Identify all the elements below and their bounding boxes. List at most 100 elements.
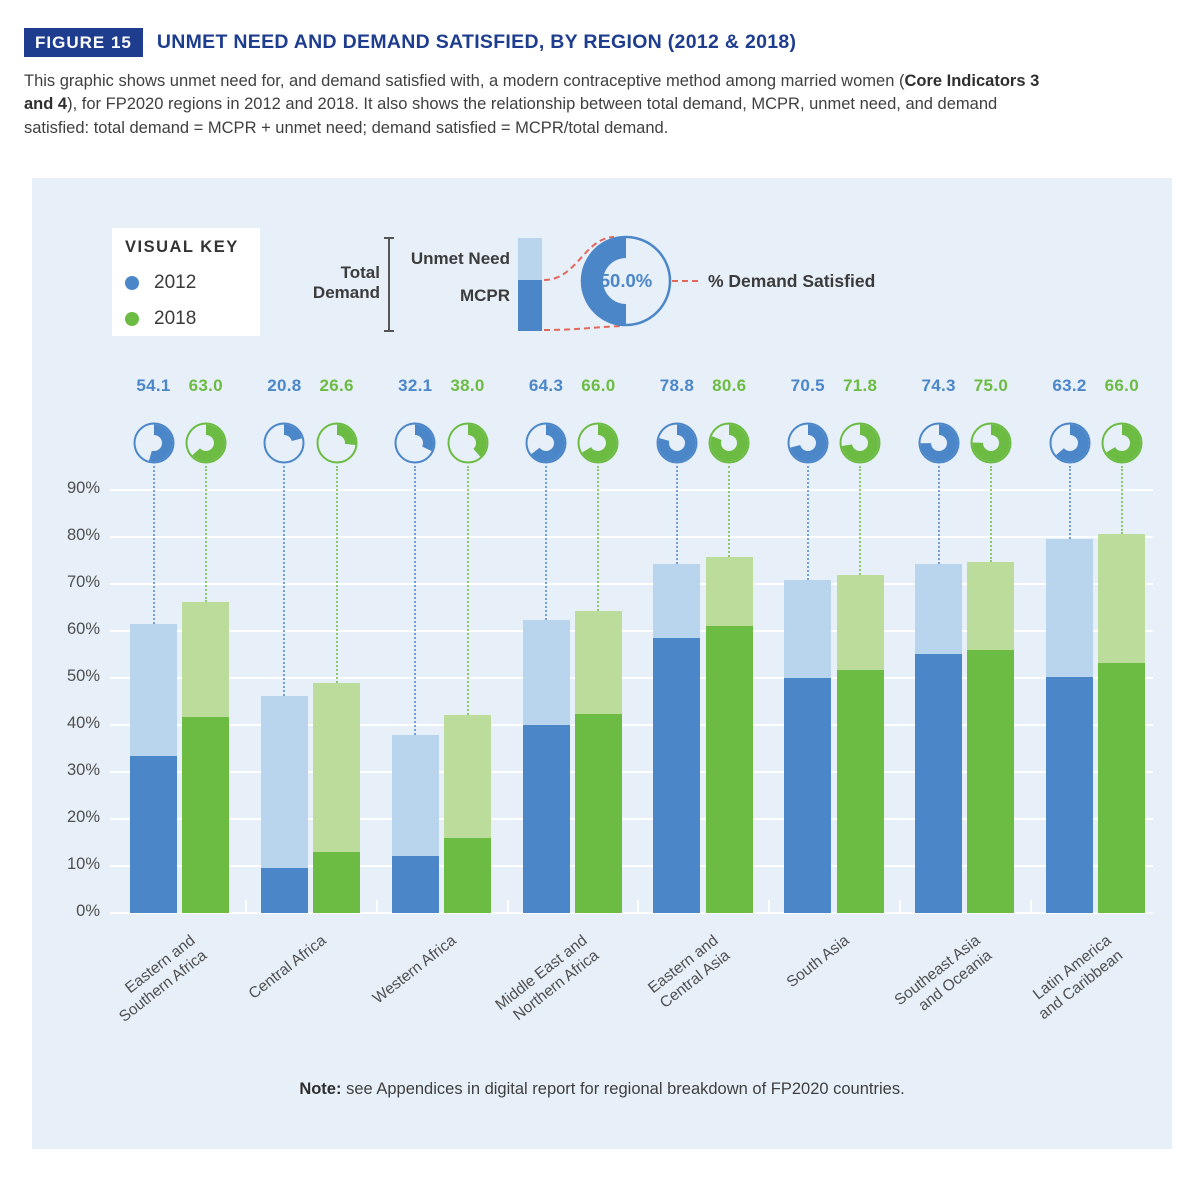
- bar-2012: [1046, 539, 1094, 913]
- y-axis-tick-label: 30%: [66, 761, 100, 779]
- example-mcpr-segment: [518, 280, 542, 331]
- mcpr-segment-2018: [836, 670, 884, 913]
- donut-outline: [918, 422, 960, 464]
- donut-gauge-2012: [785, 420, 831, 471]
- x-axis-tick: [244, 900, 247, 913]
- demand-satisfied-value-2012: 74.3: [921, 376, 956, 395]
- mcpr-segment-2018: [967, 649, 1015, 913]
- demand-satisfied-value-2018: 80.6: [712, 376, 747, 395]
- mcpr-segment-2012: [1046, 677, 1094, 913]
- donut-arc: [265, 424, 303, 462]
- figure-description: This graphic shows unmet need for, and d…: [24, 70, 1054, 140]
- leader-line-2018: [728, 466, 731, 558]
- leader-line-2012: [283, 466, 286, 697]
- demand-satisfied-value-2012: 63.2: [1052, 376, 1087, 395]
- leader-line-2012: [545, 466, 548, 621]
- leader-line-2018: [466, 466, 469, 715]
- leader-line-2018: [204, 466, 207, 602]
- bar-2018: [182, 601, 230, 913]
- mcpr-label: MCPR: [459, 286, 510, 305]
- y-axis-tick-label: 70%: [66, 573, 100, 591]
- figure-title: UNMET NEED AND DEMAND SATISFIED, BY REGI…: [156, 31, 797, 53]
- demand-satisfied-label: % Demand Satisfied: [708, 271, 876, 291]
- donut-gauge-2012: [1047, 420, 1093, 471]
- figure-note: Note: see Appendices in digital report f…: [32, 1080, 1172, 1099]
- total-demand-label: Total Demand: [312, 263, 380, 302]
- y-axis-tick-label: 60%: [66, 620, 100, 638]
- gridline-40: [110, 724, 1153, 726]
- unmet-need-segment-2012: [915, 564, 963, 655]
- donut-arc: [1051, 424, 1089, 462]
- mcpr-segment-2012: [522, 724, 570, 913]
- bracket-cap-bottom: [384, 330, 394, 332]
- leader-line-2018: [597, 466, 600, 612]
- mcpr-segment-2018: [313, 851, 361, 913]
- mcpr-segment-2012: [130, 756, 177, 913]
- description-pre: This graphic shows unmet need for, and d…: [24, 72, 905, 90]
- donut-outline: [263, 422, 305, 464]
- leader-line-2012: [152, 466, 155, 624]
- unmet-need-segment-2018: [182, 601, 230, 717]
- mcpr-segment-2012: [653, 638, 701, 913]
- demand-satisfied-value-2018: 26.6: [319, 376, 354, 395]
- unmet-need-segment-2012: [130, 623, 177, 757]
- y-axis-tick-label: 20%: [66, 808, 100, 826]
- donut-arc: [972, 424, 1010, 462]
- x-axis-tick: [899, 900, 902, 913]
- donut-outline: [656, 422, 698, 464]
- bar-2018: [705, 557, 753, 913]
- leader-line-2018: [335, 466, 338, 683]
- unmet-need-label: Unmet Need: [410, 249, 510, 268]
- leader-line-2018: [1120, 466, 1123, 535]
- donut-outline: [447, 422, 489, 464]
- legend-dot-2012: [125, 276, 139, 290]
- description-post: ), for FP2020 regions in 2012 and 2018. …: [24, 95, 998, 137]
- visual-key: VISUAL KEY 2012 2018: [112, 228, 260, 336]
- gridline-70: [110, 583, 1153, 585]
- donut-gauge-2012: [523, 420, 569, 471]
- x-axis-tick: [768, 900, 771, 913]
- mcpr-segment-2018: [574, 713, 622, 913]
- chart-panel: VISUAL KEY 2012 2018 Total Demand Unmet …: [32, 178, 1172, 1149]
- legend-label-2012: 2012: [154, 272, 197, 293]
- unmet-need-segment-2018: [705, 557, 753, 627]
- y-axis-tick-label: 80%: [66, 526, 100, 544]
- y-axis-tick-label: 10%: [66, 855, 100, 873]
- donut-gauge-2018: [314, 420, 360, 471]
- leader-line-2012: [806, 466, 809, 580]
- unmet-need-segment-2018: [836, 574, 884, 670]
- gridline-30: [110, 771, 1153, 773]
- donut-outline: [839, 422, 881, 464]
- unmet-need-segment-2012: [391, 735, 439, 857]
- mcpr-segment-2018: [444, 837, 492, 913]
- unmet-need-segment-2012: [522, 620, 570, 725]
- bar-2018: [444, 714, 492, 913]
- x-axis-tick: [506, 900, 509, 913]
- unmet-need-segment-2018: [967, 562, 1015, 650]
- bar-2012: [391, 735, 439, 913]
- figure-header: FIGURE 15 UNMET NEED AND DEMAND SATISFIE…: [24, 28, 1174, 57]
- donut-arc: [710, 424, 748, 462]
- example-donut-gauge: [580, 235, 672, 327]
- example-donut-value: 50.0%: [599, 270, 653, 291]
- demand-satisfied-value-2018: 66.0: [1104, 376, 1139, 395]
- donut-arc: [187, 424, 225, 462]
- donut-arc: [579, 424, 617, 462]
- gridline-90: [110, 489, 1153, 491]
- leader-line-2012: [937, 466, 940, 565]
- x-axis-tick: [1030, 900, 1033, 913]
- donut-outline: [394, 422, 436, 464]
- x-axis-tick: [637, 900, 640, 913]
- mcpr-segment-2012: [784, 677, 832, 913]
- unmet-need-segment-2018: [574, 611, 622, 714]
- visual-key-title: VISUAL KEY: [125, 238, 239, 256]
- donut-arc: [920, 424, 958, 462]
- demand-satisfied-value-2018: 66.0: [581, 376, 616, 395]
- donut-gauge-2012: [261, 420, 307, 471]
- y-axis-tick-label: 50%: [66, 667, 100, 685]
- figure-badge: FIGURE 15: [24, 28, 143, 57]
- gridline-60: [110, 630, 1153, 632]
- gridline-80: [110, 536, 1153, 538]
- donut-arc: [318, 424, 356, 462]
